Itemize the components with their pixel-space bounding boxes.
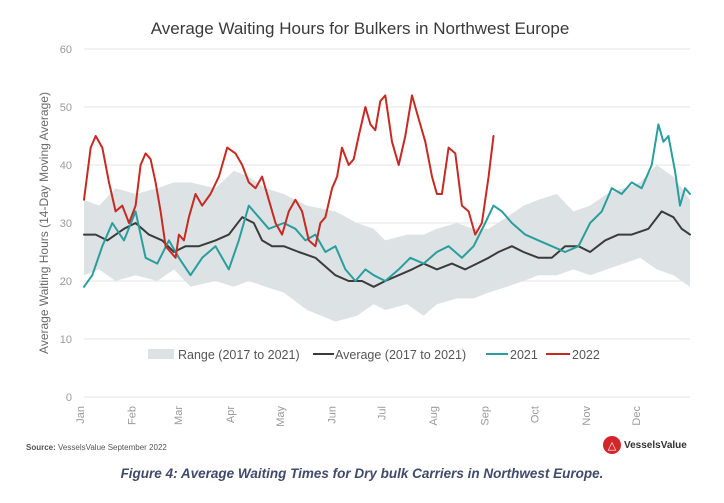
y-axis-label: Average Waiting Hours (14-Day Moving Ave… [37, 92, 51, 354]
legend: Range (2017 to 2021) Average (2017 to 20… [148, 348, 600, 362]
x-tick-label-oct: Oct [530, 406, 542, 423]
series-lines [83, 94, 691, 288]
y-tick-label-10: 10 [60, 334, 72, 346]
x-tick-label-sep: Sep [480, 406, 492, 426]
x-tick-label-mar: Mar [173, 406, 185, 425]
y-tick-label-60: 60 [60, 44, 72, 56]
x-tick-label-dec: Dec [631, 406, 643, 426]
x-axis-ticks: Jan Feb Mar Apr May Jun Jul Aug Sep Oct Nov Dec [75, 406, 643, 427]
series-line-average-2017-to-2021 [83, 210, 691, 288]
legend-label-2022: 2022 [572, 348, 600, 362]
x-tick-label-jun: Jun [326, 406, 338, 424]
legend-label-average: Average (2017 to 2021) [335, 348, 466, 362]
y-tick-label-40: 40 [60, 160, 72, 172]
vesselsvalue-logo: △ VesselsValue [603, 434, 687, 456]
figure-caption: Figure 4: Average Waiting Times for Dry … [120, 466, 604, 481]
x-tick-label-apr: Apr [225, 406, 237, 423]
vesselsvalue-logo-icon: △ [603, 436, 621, 454]
range-band [84, 165, 690, 322]
legend-swatch-range [148, 349, 174, 359]
series-line-2021 [83, 123, 691, 288]
series-line-2022 [83, 94, 495, 259]
y-tick-label-30: 30 [60, 218, 72, 230]
y-tick-label-0: 0 [66, 392, 72, 404]
range-band-area [84, 165, 690, 322]
x-tick-label-feb: Feb [127, 406, 139, 425]
legend-label-2021: 2021 [510, 348, 538, 362]
y-tick-label-50: 50 [60, 102, 72, 114]
x-tick-label-jan: Jan [75, 406, 87, 424]
source-note: Source: VesselsValue September 2022 [26, 443, 167, 452]
x-tick-label-nov: Nov [581, 406, 593, 426]
y-tick-label-20: 20 [60, 276, 72, 288]
x-tick-label-aug: Aug [428, 406, 440, 426]
chart-title: Average Waiting Hours for Bulkers in Nor… [151, 19, 570, 38]
y-axis-ticks: 0 10 20 30 40 50 60 [60, 44, 72, 404]
x-tick-label-jul: Jul [376, 406, 388, 420]
x-tick-label-may: May [275, 406, 287, 427]
legend-label-range: Range (2017 to 2021) [178, 348, 300, 362]
